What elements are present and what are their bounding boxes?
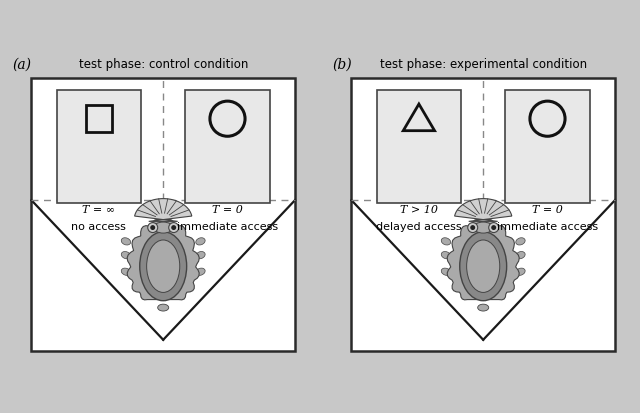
Ellipse shape — [121, 252, 131, 259]
Ellipse shape — [95, 161, 106, 167]
Ellipse shape — [415, 161, 426, 167]
Ellipse shape — [395, 166, 405, 171]
Circle shape — [172, 225, 176, 230]
Ellipse shape — [76, 161, 84, 166]
Ellipse shape — [110, 167, 119, 175]
Ellipse shape — [214, 147, 224, 155]
Bar — [56, 90, 141, 203]
Ellipse shape — [196, 238, 205, 245]
Ellipse shape — [74, 167, 83, 174]
Ellipse shape — [75, 160, 88, 167]
Ellipse shape — [441, 238, 451, 245]
Ellipse shape — [441, 252, 451, 259]
Ellipse shape — [232, 157, 240, 164]
Ellipse shape — [474, 222, 493, 233]
Ellipse shape — [395, 160, 408, 167]
Circle shape — [492, 225, 496, 230]
Ellipse shape — [85, 159, 97, 164]
Ellipse shape — [405, 159, 417, 164]
Text: T > 10: T > 10 — [400, 205, 438, 215]
Ellipse shape — [552, 157, 560, 164]
Ellipse shape — [541, 150, 554, 157]
Ellipse shape — [394, 167, 403, 174]
Ellipse shape — [477, 304, 489, 311]
Text: T = 0: T = 0 — [212, 205, 243, 215]
Ellipse shape — [516, 238, 525, 245]
Text: immediate access: immediate access — [497, 222, 598, 232]
Bar — [505, 90, 590, 203]
Ellipse shape — [395, 157, 402, 166]
Ellipse shape — [196, 252, 205, 259]
Bar — [185, 90, 270, 203]
Ellipse shape — [221, 150, 234, 157]
Ellipse shape — [121, 268, 131, 275]
Ellipse shape — [516, 268, 525, 275]
Polygon shape — [447, 219, 519, 300]
Ellipse shape — [234, 164, 239, 173]
Ellipse shape — [196, 268, 205, 275]
Ellipse shape — [540, 172, 545, 180]
Ellipse shape — [516, 252, 525, 259]
Circle shape — [216, 147, 220, 150]
Ellipse shape — [460, 232, 507, 301]
Bar — [31, 78, 295, 351]
Ellipse shape — [147, 240, 180, 292]
Text: T = ∞: T = ∞ — [83, 205, 115, 215]
Ellipse shape — [157, 304, 169, 311]
Circle shape — [470, 225, 475, 230]
Text: (a): (a) — [13, 57, 31, 71]
Text: test phase: control condition: test phase: control condition — [79, 57, 248, 71]
Bar — [351, 78, 615, 351]
Ellipse shape — [140, 232, 187, 301]
Ellipse shape — [75, 166, 85, 171]
Text: test phase: experimental condition: test phase: experimental condition — [380, 57, 587, 71]
Text: no access: no access — [72, 222, 126, 232]
Ellipse shape — [220, 172, 225, 180]
Ellipse shape — [430, 167, 439, 175]
Ellipse shape — [467, 240, 500, 292]
Circle shape — [468, 223, 477, 233]
Text: immediate access: immediate access — [177, 222, 278, 232]
Circle shape — [169, 223, 179, 233]
Ellipse shape — [396, 161, 404, 166]
Ellipse shape — [441, 268, 451, 275]
Ellipse shape — [121, 238, 131, 245]
Ellipse shape — [75, 157, 82, 166]
Polygon shape — [127, 219, 199, 300]
Ellipse shape — [228, 170, 233, 179]
Text: (b): (b) — [333, 57, 352, 71]
Text: delayed access: delayed access — [376, 222, 461, 232]
Ellipse shape — [554, 164, 559, 173]
Bar — [86, 105, 112, 132]
Ellipse shape — [76, 165, 86, 168]
Ellipse shape — [154, 222, 173, 233]
Circle shape — [489, 223, 499, 233]
Ellipse shape — [548, 170, 553, 179]
Circle shape — [116, 168, 118, 171]
Bar — [376, 90, 461, 203]
Ellipse shape — [396, 165, 406, 168]
Circle shape — [536, 147, 540, 150]
Circle shape — [150, 225, 155, 230]
Polygon shape — [134, 199, 192, 221]
Polygon shape — [454, 199, 512, 221]
Text: T = 0: T = 0 — [532, 205, 563, 215]
Ellipse shape — [104, 166, 114, 171]
Ellipse shape — [424, 166, 434, 171]
Ellipse shape — [534, 147, 544, 155]
Circle shape — [436, 168, 438, 171]
Circle shape — [148, 223, 157, 233]
